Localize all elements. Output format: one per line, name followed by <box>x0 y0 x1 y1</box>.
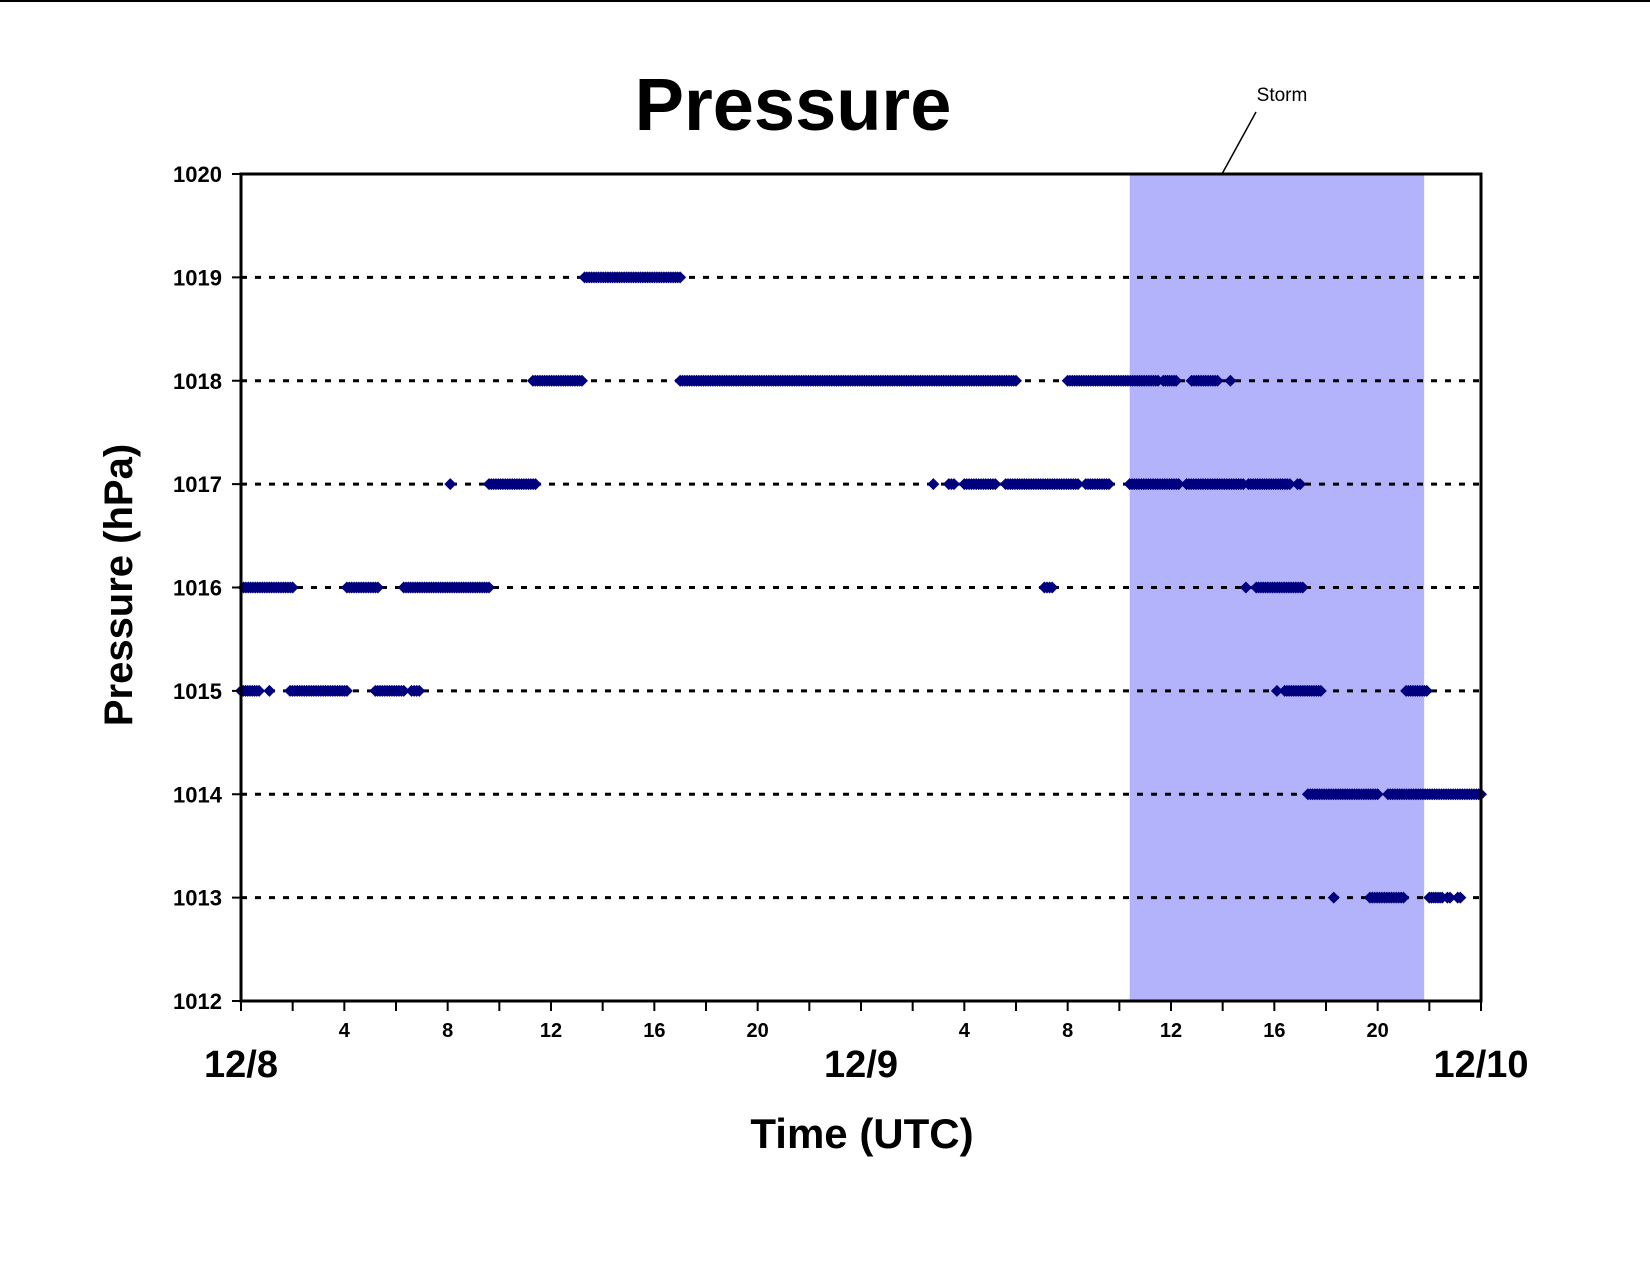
data-point <box>1397 891 1410 904</box>
x-hour-tick-label: 4 <box>959 1020 971 1042</box>
x-date-label: 12/10 <box>1433 1044 1528 1086</box>
data-point <box>1444 891 1456 904</box>
x-hour-tick-label: 20 <box>747 1020 769 1042</box>
data-markers <box>235 271 1487 904</box>
x-hour-tick-label: 16 <box>643 1020 665 1042</box>
y-tick-label: 1015 <box>173 679 222 704</box>
x-hour-tick-label: 12 <box>1160 1020 1182 1042</box>
data-point <box>263 684 276 697</box>
x-hour-tick-label: 12 <box>540 1020 562 1042</box>
data-point <box>1224 374 1237 387</box>
data-point <box>253 684 266 697</box>
data-point <box>1283 478 1296 491</box>
data-point <box>340 684 353 697</box>
y-tick-label: 1013 <box>173 886 222 911</box>
y-tick-label: 1020 <box>173 162 222 187</box>
storm-annotation-line <box>1221 111 1257 175</box>
x-axis-ticks: 4 8 12 16 20 4 8 12 16 20 12/8 12/9 12/10 <box>204 1001 1529 1086</box>
data-point <box>1010 374 1022 387</box>
y-tick-label: 1018 <box>173 369 222 394</box>
data-point <box>1327 891 1340 904</box>
y-tick-label: 1012 <box>173 989 222 1014</box>
x-axis-label: Time (UTC) <box>750 1110 973 1157</box>
y-tick-label: 1019 <box>173 265 222 290</box>
data-point <box>286 581 299 594</box>
x-hour-tick-label: 20 <box>1367 1020 1389 1042</box>
data-point <box>576 374 588 387</box>
data-point <box>1270 684 1283 697</box>
data-point <box>1296 581 1309 594</box>
data-point <box>989 478 1002 491</box>
data-point <box>1454 891 1467 904</box>
data-point <box>1046 581 1059 594</box>
data-point <box>1072 478 1084 491</box>
data-point <box>948 478 960 491</box>
chart-title: Pressure <box>635 63 952 146</box>
data-point <box>1420 684 1433 697</box>
data-point <box>1170 374 1183 387</box>
y-tick-label: 1016 <box>173 576 222 601</box>
y-tick-label: 1017 <box>173 472 222 497</box>
storm-annotation-label: Storm <box>1257 85 1308 106</box>
data-point <box>1314 684 1327 697</box>
y-tick-label: 1014 <box>173 782 223 807</box>
data-point <box>1211 374 1224 387</box>
data-point <box>1103 478 1115 491</box>
data-point <box>1239 581 1252 594</box>
x-date-label: 12/8 <box>204 1044 278 1086</box>
data-point <box>483 581 495 594</box>
data-point <box>397 684 410 697</box>
x-date-label: 12/9 <box>824 1044 898 1086</box>
y-axis-label: Pressure (hPa) <box>97 444 141 726</box>
data-point <box>413 684 426 697</box>
x-hour-tick-label: 8 <box>1062 1020 1073 1042</box>
x-hour-tick-label: 8 <box>442 1020 453 1042</box>
data-point <box>444 478 457 491</box>
data-point <box>1172 478 1185 491</box>
data-point <box>529 478 542 491</box>
data-point <box>927 478 940 491</box>
y-axis-ticks: 1012 1013 1014 1015 1016 1017 1018 1019 1020 <box>173 162 241 1014</box>
data-point <box>1294 478 1307 491</box>
data-point <box>674 271 687 284</box>
top-border-line <box>0 0 1650 2</box>
data-point <box>371 581 384 594</box>
x-hour-tick-label: 16 <box>1263 1020 1285 1042</box>
data-point <box>1371 788 1384 801</box>
x-hour-tick-label: 4 <box>339 1020 351 1042</box>
